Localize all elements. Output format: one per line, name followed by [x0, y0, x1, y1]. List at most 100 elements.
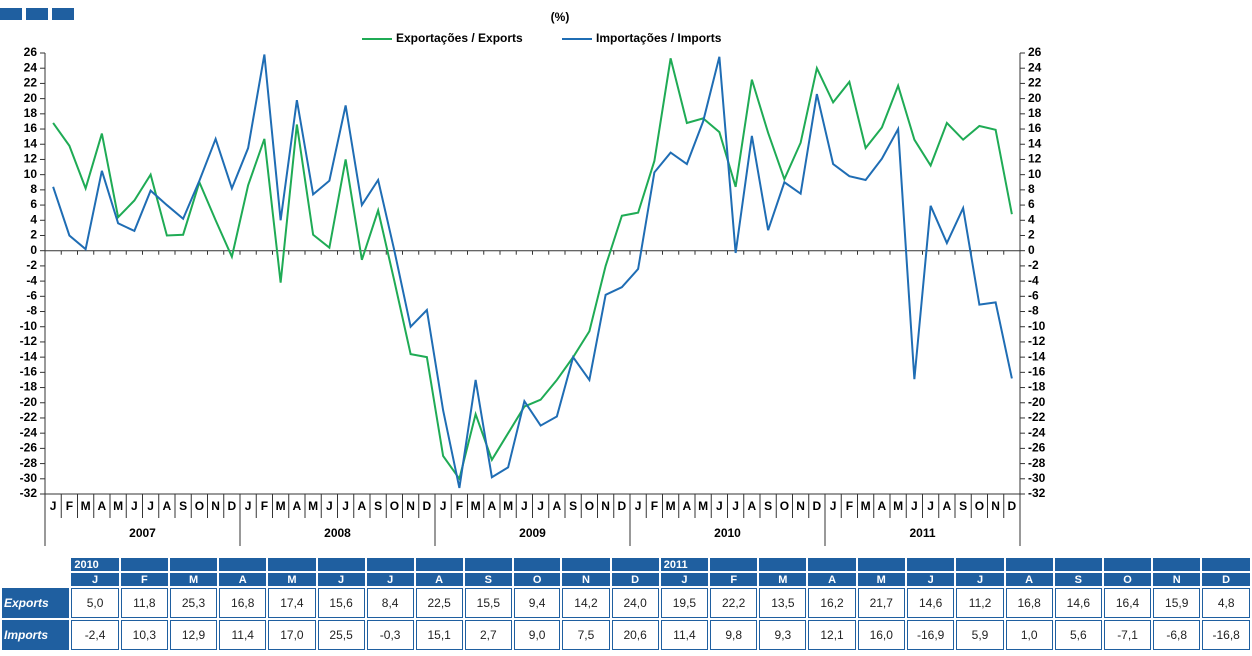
- y-tick-label: -12: [20, 334, 38, 348]
- x-tick-label: M: [861, 499, 871, 513]
- table-cell: F: [120, 573, 168, 586]
- table-cell: 16,2: [808, 588, 856, 618]
- y2-tick-label: -16: [1028, 365, 1046, 379]
- table-cell: -7,1: [1103, 620, 1152, 650]
- legend-label: Exportações / Exports: [396, 31, 523, 45]
- table-cell: 17,0: [268, 620, 316, 650]
- logo-block: [26, 8, 48, 20]
- y2-tick-label: 4: [1028, 212, 1035, 226]
- table-cell: 16,8: [219, 588, 267, 618]
- y-tick-label: -30: [20, 471, 38, 485]
- y2-tick-label: 8: [1028, 182, 1035, 196]
- table-cell: M: [268, 573, 316, 586]
- y2-tick-label: -6: [1028, 288, 1039, 302]
- table-cell: [857, 558, 905, 571]
- x-tick-label: F: [66, 499, 73, 513]
- x-tick-label: O: [585, 499, 594, 513]
- table-cell: 25,3: [169, 588, 218, 618]
- x-tick-label: S: [374, 499, 382, 513]
- table-cell: [2, 573, 69, 586]
- y-tick-label: 26: [24, 45, 38, 59]
- table-cell: 15,1: [415, 620, 463, 650]
- chart: (%) -32 -32-30 -30-28 -28-26 -26-24 -24-22 -22…: [20, 10, 1046, 546]
- y2-tick-label: 0: [1028, 243, 1035, 257]
- y2-tick-label: -22: [1028, 410, 1046, 424]
- series-line: [52, 54, 1013, 489]
- table-cell: 5,0: [71, 588, 119, 618]
- table-cell: N: [1153, 573, 1201, 586]
- x-tick-label: F: [846, 499, 853, 513]
- y2-tick-label: 18: [1028, 106, 1042, 120]
- table-cell: 15,5: [464, 588, 512, 618]
- x-tick-label: A: [748, 499, 757, 513]
- y-tick-label: -20: [20, 395, 38, 409]
- x-tick-label: J: [732, 499, 739, 513]
- table-cell: 20,6: [611, 620, 659, 650]
- table-cell: [513, 558, 561, 571]
- table-cell: 22,5: [415, 588, 463, 618]
- y2-tick-label: 14: [1028, 136, 1042, 150]
- x-tick-label: O: [195, 499, 204, 513]
- table-cell: [464, 558, 512, 571]
- table-cell: 25,5: [317, 620, 365, 650]
- x-tick-label: M: [893, 499, 903, 513]
- table-cell: M: [857, 573, 905, 586]
- table-cell: A: [808, 573, 856, 586]
- x-tick-label: N: [211, 499, 220, 513]
- x-tick-label: J: [147, 499, 154, 513]
- table-cell: [415, 558, 463, 571]
- table-cell: [169, 558, 218, 571]
- table-row: Imports -2,4 10,3 12,9 11,4 17,0 25,5 -0,3 15,1 2…: [2, 620, 1250, 650]
- y-tick-label: 4: [30, 212, 37, 226]
- table-cell: 7,5: [562, 620, 610, 650]
- y2-tick-label: 10: [1028, 167, 1042, 181]
- table-cell: 11,2: [956, 588, 1004, 618]
- table-cell: O: [1103, 573, 1152, 586]
- x-tick-label: N: [991, 499, 1000, 513]
- table-cell: -2,4: [71, 620, 119, 650]
- y2-tick-label: 6: [1028, 197, 1035, 211]
- x-tick-label: J: [245, 499, 252, 513]
- y-tick-label: -2: [26, 258, 37, 272]
- y-tick-label: 18: [24, 106, 38, 120]
- y-tick-label: 14: [24, 136, 38, 150]
- y-tick-label: -8: [26, 304, 37, 318]
- x-tick-label: N: [601, 499, 610, 513]
- y2-tick-label: -32: [1028, 486, 1046, 500]
- y-tick-label: -26: [20, 441, 38, 455]
- table-cell: J: [71, 573, 119, 586]
- table-cell: [956, 558, 1004, 571]
- table-cell: [219, 558, 267, 571]
- y-tick-label: 8: [30, 182, 37, 196]
- x-tick-label: M: [666, 499, 676, 513]
- table-cell: [710, 558, 758, 571]
- x-tick-label: O: [390, 499, 399, 513]
- y2-tick-label: -4: [1028, 273, 1039, 287]
- series-line: [52, 58, 1013, 482]
- table-cell: 15,6: [317, 588, 365, 618]
- x-tick-label: J: [50, 499, 57, 513]
- table-cell: Exports: [2, 588, 70, 618]
- x-tick-label: A: [553, 499, 562, 513]
- x-tick-label: O: [780, 499, 789, 513]
- y-tick-label: 0: [30, 243, 37, 257]
- y2-tick-label: -28: [1028, 456, 1046, 470]
- table-cell: [562, 558, 610, 571]
- y-tick-label: 24: [24, 60, 38, 74]
- table-cell: [268, 558, 316, 571]
- x-tick-label: M: [471, 499, 481, 513]
- table-cell: 5,6: [1054, 620, 1102, 650]
- y-tick-label: 10: [24, 167, 38, 181]
- table-cell: 17,4: [268, 588, 316, 618]
- table-cell: J: [366, 573, 414, 586]
- table-cell: 14,6: [1054, 588, 1102, 618]
- table-cell: [611, 558, 659, 571]
- y2-tick-label: -8: [1028, 304, 1039, 318]
- year-label: 2009: [519, 526, 546, 540]
- y-tick-label: 22: [24, 76, 38, 90]
- table-cell: 2011: [660, 558, 709, 571]
- x-tick-label: J: [635, 499, 642, 513]
- table-cell: 14,2: [562, 588, 610, 618]
- x-tick-label: F: [456, 499, 463, 513]
